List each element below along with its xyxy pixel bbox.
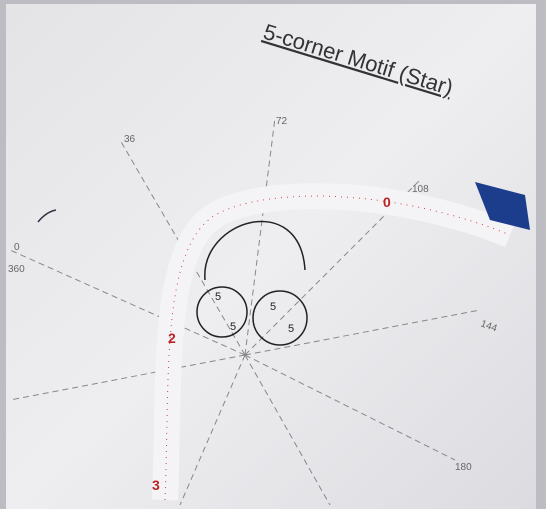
tape-label: 0 xyxy=(383,194,391,210)
angle-label: 360 xyxy=(8,264,25,275)
paper xyxy=(6,4,536,509)
tape-label: 3 xyxy=(152,477,160,493)
angle-label: 72 xyxy=(276,116,288,127)
tape-label: 2 xyxy=(168,330,176,346)
drawing-label: 5 xyxy=(288,323,294,335)
photo: 0 360 36 72 108 144 180 5-corner Motif (… xyxy=(0,0,546,509)
drawing-label: 5 xyxy=(270,301,276,313)
drawing-label: 5 xyxy=(215,291,221,303)
drawing-label: 5 xyxy=(230,321,236,333)
angle-label: 0 xyxy=(14,242,20,253)
angle-label: 36 xyxy=(124,134,136,145)
angle-label: 180 xyxy=(455,462,472,473)
